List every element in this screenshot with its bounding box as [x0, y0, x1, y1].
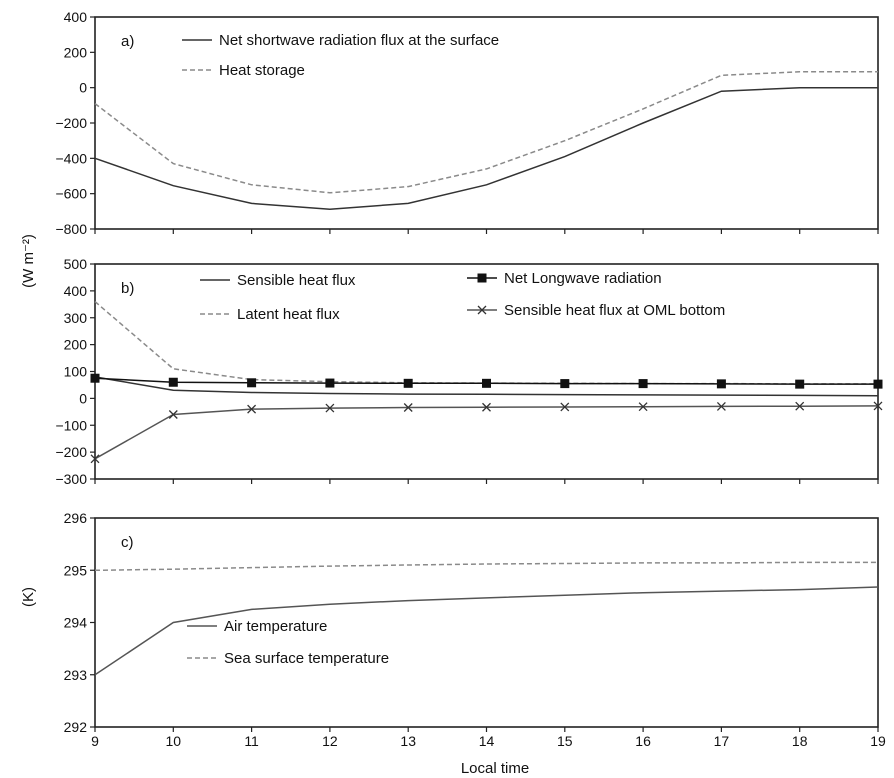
- x-tick-label: 9: [91, 733, 99, 749]
- y-tick-label: 295: [64, 562, 88, 578]
- y-tick-label: 500: [64, 256, 88, 272]
- x-tick-label: 18: [792, 733, 808, 749]
- y-axis-title-temp: (K): [20, 587, 37, 607]
- square-marker: [482, 378, 491, 388]
- x-marker: [325, 403, 335, 413]
- panel-label: c): [121, 534, 134, 551]
- series-line: [94, 71, 878, 194]
- square-marker: [638, 379, 648, 389]
- legend-label: Net shortwave radiation flux at the surf…: [219, 32, 499, 49]
- legend-label: Sensible heat flux at OML bottom: [504, 302, 725, 319]
- y-tick-label: 296: [64, 510, 88, 526]
- panel-label: a): [121, 33, 134, 50]
- square-marker: [325, 378, 335, 388]
- square-marker: [716, 379, 726, 389]
- square-marker: [168, 377, 178, 387]
- x-marker: [638, 402, 648, 412]
- plot-frame: [94, 517, 879, 728]
- y-tick-label: 400: [64, 9, 88, 25]
- x-tick-label: 14: [479, 733, 495, 749]
- y-tick-label: 300: [64, 310, 88, 326]
- panels-group: 400 200 0 −200 −400 −600 −800 a) Net shortwave r…: [55, 9, 886, 749]
- y-tick-label: 294: [64, 615, 88, 631]
- y-tick-label: 0: [79, 80, 87, 96]
- x-marker: [482, 402, 491, 412]
- square-marker: [560, 379, 570, 389]
- y-tick-label: −100: [55, 417, 87, 433]
- series-line: [94, 586, 879, 676]
- y-tick-label: 400: [64, 283, 88, 299]
- x-tick-label: 13: [400, 733, 416, 749]
- series-line: [94, 561, 878, 572]
- y-tick-label: 100: [64, 364, 88, 380]
- x-tick-label: 15: [557, 733, 573, 749]
- y-axis-title-flux: (W m⁻²): [20, 234, 37, 288]
- x-tick-label: 12: [322, 733, 338, 749]
- square-marker: [795, 379, 805, 389]
- x-tick-label: 17: [714, 733, 730, 749]
- y-tick-label: 293: [64, 667, 88, 683]
- series-line: [94, 86, 878, 210]
- x-tick-label: 19: [870, 733, 886, 749]
- y-tick-label: −200: [55, 444, 87, 460]
- y-tick-label: −300: [55, 471, 87, 487]
- legend-square-marker: [477, 273, 487, 283]
- y-tick-label: −200: [55, 115, 87, 131]
- legend-label: Net Longwave radiation: [504, 270, 662, 287]
- legend-label: Latent heat flux: [237, 306, 340, 323]
- series-line: [94, 405, 879, 460]
- series-line: [94, 376, 879, 397]
- x-marker: [403, 403, 413, 412]
- legend-label: Sea surface temperature: [224, 650, 389, 667]
- square-marker: [90, 373, 100, 383]
- x-marker: [716, 401, 726, 411]
- y-tick-label: 200: [64, 44, 88, 60]
- y-tick-label: −800: [55, 221, 87, 237]
- y-tick-label: 200: [64, 337, 88, 353]
- x-marker: [873, 401, 883, 411]
- x-marker: [90, 454, 100, 464]
- y-tick-label: −400: [55, 150, 87, 166]
- x-marker: [795, 401, 805, 411]
- plot-frame: [94, 263, 879, 480]
- square-marker: [403, 378, 413, 388]
- square-marker: [247, 378, 257, 388]
- panel-a: 400 200 0 −200 −400 −600 −800 a) Net shortwave r…: [55, 9, 879, 237]
- x-marker: [560, 402, 570, 412]
- y-tick-label: 292: [64, 719, 88, 735]
- y-tick-label: −600: [55, 186, 87, 202]
- legend-label: Air temperature: [224, 618, 327, 635]
- panel-label: b): [121, 280, 134, 297]
- x-axis-title: Local time: [461, 760, 529, 777]
- legend-label: Sensible heat flux: [237, 272, 356, 289]
- x-tick-label: 16: [635, 733, 651, 749]
- legend-label: Heat storage: [219, 62, 305, 79]
- x-marker: [247, 404, 257, 414]
- y-tick-label: 0: [79, 390, 87, 406]
- legend-x-marker: [477, 305, 487, 315]
- panel-b: 500 400 300 200 100 0 −100 −200 −300 b) Sensible h…: [55, 256, 883, 487]
- x-tick-label: 10: [166, 733, 182, 749]
- x-marker: [168, 410, 178, 419]
- square-marker: [873, 379, 883, 389]
- x-tick-label: 11: [244, 733, 259, 749]
